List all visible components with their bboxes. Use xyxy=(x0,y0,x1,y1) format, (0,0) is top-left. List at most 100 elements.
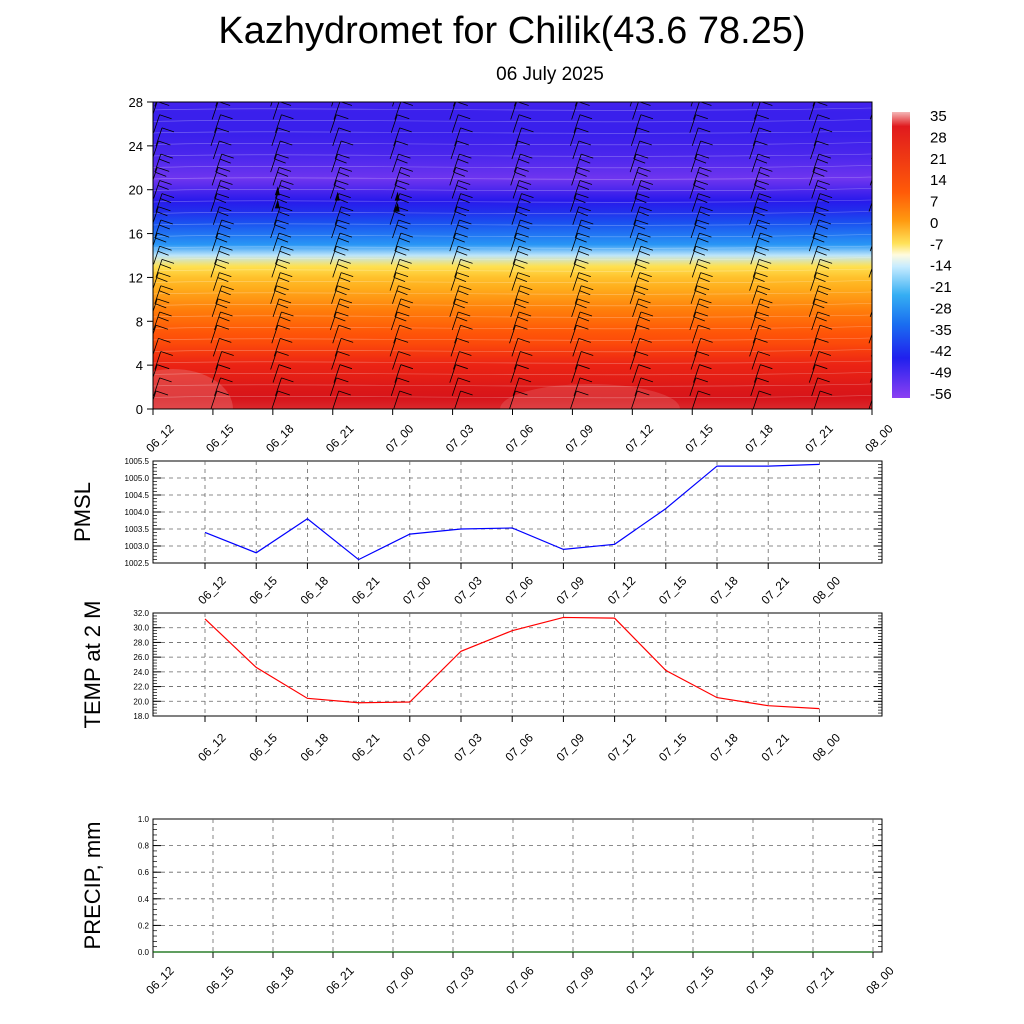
wind-barb xyxy=(389,206,397,225)
y-tick-label: 1003.5 xyxy=(125,525,150,534)
wind-barb-flag xyxy=(876,365,888,369)
wind-barb-flag xyxy=(697,171,709,177)
wind-barb-flag xyxy=(640,377,654,383)
wind-barb-flag xyxy=(695,290,707,296)
wind-barb-flag xyxy=(217,166,231,172)
colorbar-label: -21 xyxy=(930,279,952,296)
y-tick-label: 0.6 xyxy=(138,868,150,877)
wind-barb-flag xyxy=(640,311,654,317)
wind-barb xyxy=(334,206,342,225)
wind-barb-flag xyxy=(278,364,292,370)
wind-barb xyxy=(634,377,642,396)
wind-barb-flag xyxy=(576,127,589,133)
wind-barb xyxy=(810,338,817,357)
wind-barb-flag xyxy=(160,153,173,159)
x-tick-label: 07_15 xyxy=(683,963,717,997)
wind-barb-flag xyxy=(220,245,233,251)
wind-barb xyxy=(394,102,402,120)
wind-barb-flag xyxy=(281,377,294,383)
wind-barb-flag xyxy=(756,158,768,164)
wind-barb xyxy=(630,127,638,146)
wind-barb xyxy=(214,114,221,133)
wind-barb-flag xyxy=(161,259,175,264)
wind-barb-flag xyxy=(755,337,768,343)
x-tick-label: 06_18 xyxy=(263,963,297,997)
wind-barb-flag xyxy=(394,277,406,282)
heatmap-overlay xyxy=(153,88,892,409)
x-tick-label: 07_06 xyxy=(502,573,536,607)
wind-barb-flag xyxy=(158,140,171,146)
wind-barb-flag xyxy=(278,232,292,238)
wind-barb xyxy=(211,167,219,186)
wind-barb xyxy=(813,325,821,344)
wind-barb-flag xyxy=(217,298,231,304)
wind-barb-flag xyxy=(876,167,888,171)
x-tick-label: 07_09 xyxy=(554,730,588,764)
wind-barb xyxy=(333,298,341,318)
wind-barb-flag xyxy=(816,272,829,277)
wind-barb-flag xyxy=(697,303,709,309)
wind-barb-flag xyxy=(458,245,471,251)
wind-barb-flag xyxy=(818,264,830,269)
wind-barb-flag xyxy=(219,272,232,277)
wind-barb xyxy=(511,338,519,357)
wind-barb-flag xyxy=(759,324,772,330)
wind-barb-flag xyxy=(278,277,290,282)
y-tick-label: 22.0 xyxy=(133,683,149,692)
wind-barb xyxy=(153,102,158,116)
wind-pennant xyxy=(274,186,280,196)
wind-barb-flag xyxy=(578,206,591,212)
wind-barb-flag xyxy=(639,250,651,256)
wind-barb-flag xyxy=(339,211,351,217)
wind-barb-flag xyxy=(513,264,525,269)
wind-barb-flag xyxy=(217,277,229,282)
wind-barb xyxy=(570,259,577,278)
wind-barb-flag xyxy=(880,88,892,92)
wind-barb-flag xyxy=(816,206,829,212)
wind-barb xyxy=(332,127,340,146)
wind-barb-flag xyxy=(757,219,771,225)
x-tick-label: 07_09 xyxy=(563,421,597,455)
wind-barb xyxy=(808,298,816,318)
wind-barb xyxy=(275,377,282,396)
wind-barb-flag xyxy=(579,158,591,164)
wind-barb-flag xyxy=(876,299,888,303)
wind-barb xyxy=(273,140,281,160)
x-tick-label: 07_15 xyxy=(656,573,690,607)
wind-barb-flag xyxy=(155,303,167,309)
wind-barb xyxy=(153,364,158,379)
wind-barb xyxy=(211,232,219,252)
wind-barb-flag xyxy=(458,264,470,269)
wind-barb-flag xyxy=(157,185,169,190)
wind-barb xyxy=(392,219,399,239)
wind-barb xyxy=(270,351,278,370)
wind-barb xyxy=(329,246,337,265)
x-tick-label: 07_15 xyxy=(682,421,716,455)
wind-barb xyxy=(810,272,817,291)
wind-barb-flag xyxy=(515,324,528,330)
wind-barb-flag xyxy=(695,377,708,383)
wind-barb-flag xyxy=(638,211,649,217)
y-tick-label: 26.0 xyxy=(133,653,149,662)
wind-barb-flag xyxy=(341,337,354,343)
contour-line xyxy=(153,130,872,134)
wind-barb-flag xyxy=(274,158,286,164)
y-tick-label: 1005.5 xyxy=(125,457,150,466)
wind-barb xyxy=(813,193,821,212)
wind-barb-flag xyxy=(399,390,412,396)
colorbar-label: -35 xyxy=(930,322,952,339)
wind-barb-flag xyxy=(694,250,705,256)
wind-barb-flag xyxy=(879,312,891,316)
wind-barb-flag xyxy=(636,88,648,92)
wind-barb-flag xyxy=(578,272,591,277)
wind-barb-flag xyxy=(880,352,892,356)
y-tick-label: 0 xyxy=(136,402,143,417)
wind-barb xyxy=(749,272,756,291)
wind-barb-flag xyxy=(394,211,406,217)
wind-barb xyxy=(511,140,519,160)
wind-barb xyxy=(691,127,699,146)
wind-barb xyxy=(450,338,458,357)
wind-barb xyxy=(513,102,517,107)
wind-barb xyxy=(211,364,219,383)
wind-barb-flag xyxy=(458,198,470,204)
